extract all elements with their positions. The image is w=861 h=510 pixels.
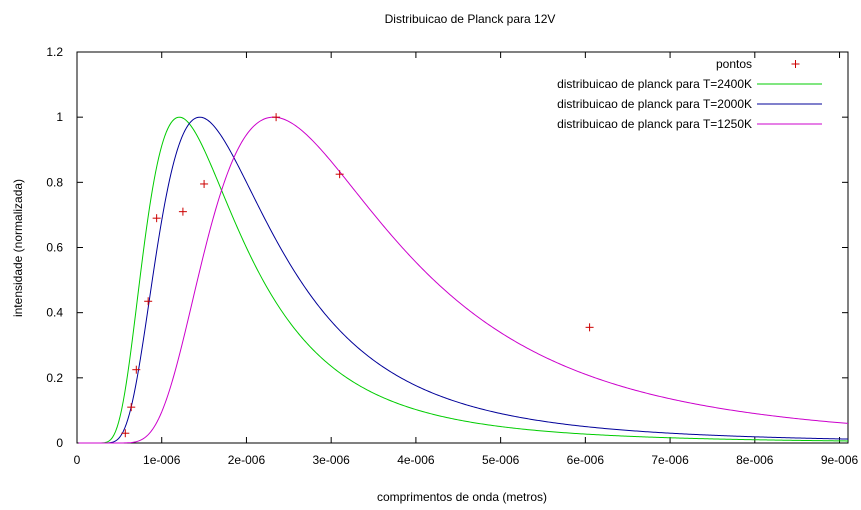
curves (78, 116, 849, 444)
x-axis-label: comprimentos de onda (metros) (377, 490, 547, 504)
y-tick-label: 1 (56, 110, 63, 124)
x-tick-label: 8e-006 (736, 453, 774, 467)
y-tick-label: 0 (56, 436, 63, 450)
legend-label: pontos (716, 57, 752, 71)
chart-title: Distribuicao de Planck para 12V (385, 12, 556, 26)
data-point (121, 429, 130, 438)
x-tick-label: 5e-006 (482, 453, 520, 467)
y-tick-label: 0.8 (46, 175, 63, 189)
data-point (335, 170, 344, 179)
legend-marker (791, 60, 800, 68)
x-tick-label: 1e-006 (143, 453, 181, 467)
x-tick-label: 6e-006 (567, 453, 605, 467)
data-point (132, 365, 141, 374)
series-line-2000K (78, 116, 849, 444)
data-point (152, 214, 161, 223)
legend-label: distribuicao de planck para T=1250K (557, 117, 752, 131)
data-point (585, 323, 594, 332)
x-tick-label: 0 (74, 453, 81, 467)
x-tick-label: 7e-006 (651, 453, 689, 467)
series-line-2400K (78, 116, 849, 444)
y-tick-label: 1.2 (46, 45, 63, 59)
legend-label: distribuicao de planck para T=2000K (557, 97, 752, 111)
data-point (200, 179, 209, 188)
data-point (127, 403, 136, 412)
data-point (144, 297, 153, 306)
y-tick-label: 0.2 (46, 371, 63, 385)
legend-label: distribuicao de planck para T=2400K (557, 77, 752, 91)
series-line-1250K (78, 116, 849, 444)
x-tick-label: 2e-006 (228, 453, 266, 467)
data-point (272, 113, 281, 122)
x-tick-label: 4e-006 (397, 453, 435, 467)
data-point (178, 207, 187, 216)
y-tick-label: 0.4 (46, 306, 63, 320)
x-tick-label: 9e-006 (821, 453, 859, 467)
y-ticks: 0 0.2 0.4 0.6 0.8 1 1.2 (46, 45, 848, 450)
y-tick-label: 0.6 (46, 241, 63, 255)
y-axis-label: intensidade (normalizada) (11, 179, 25, 317)
x-ticks: 0 1e-006 2e-006 3e-006 4e-006 5e-006 6e-006 7e-… (74, 52, 859, 467)
x-tick-label: 3e-006 (312, 453, 350, 467)
data-points (121, 113, 594, 438)
legend: pontos distribuicao de planck para T=2400… (557, 57, 822, 131)
